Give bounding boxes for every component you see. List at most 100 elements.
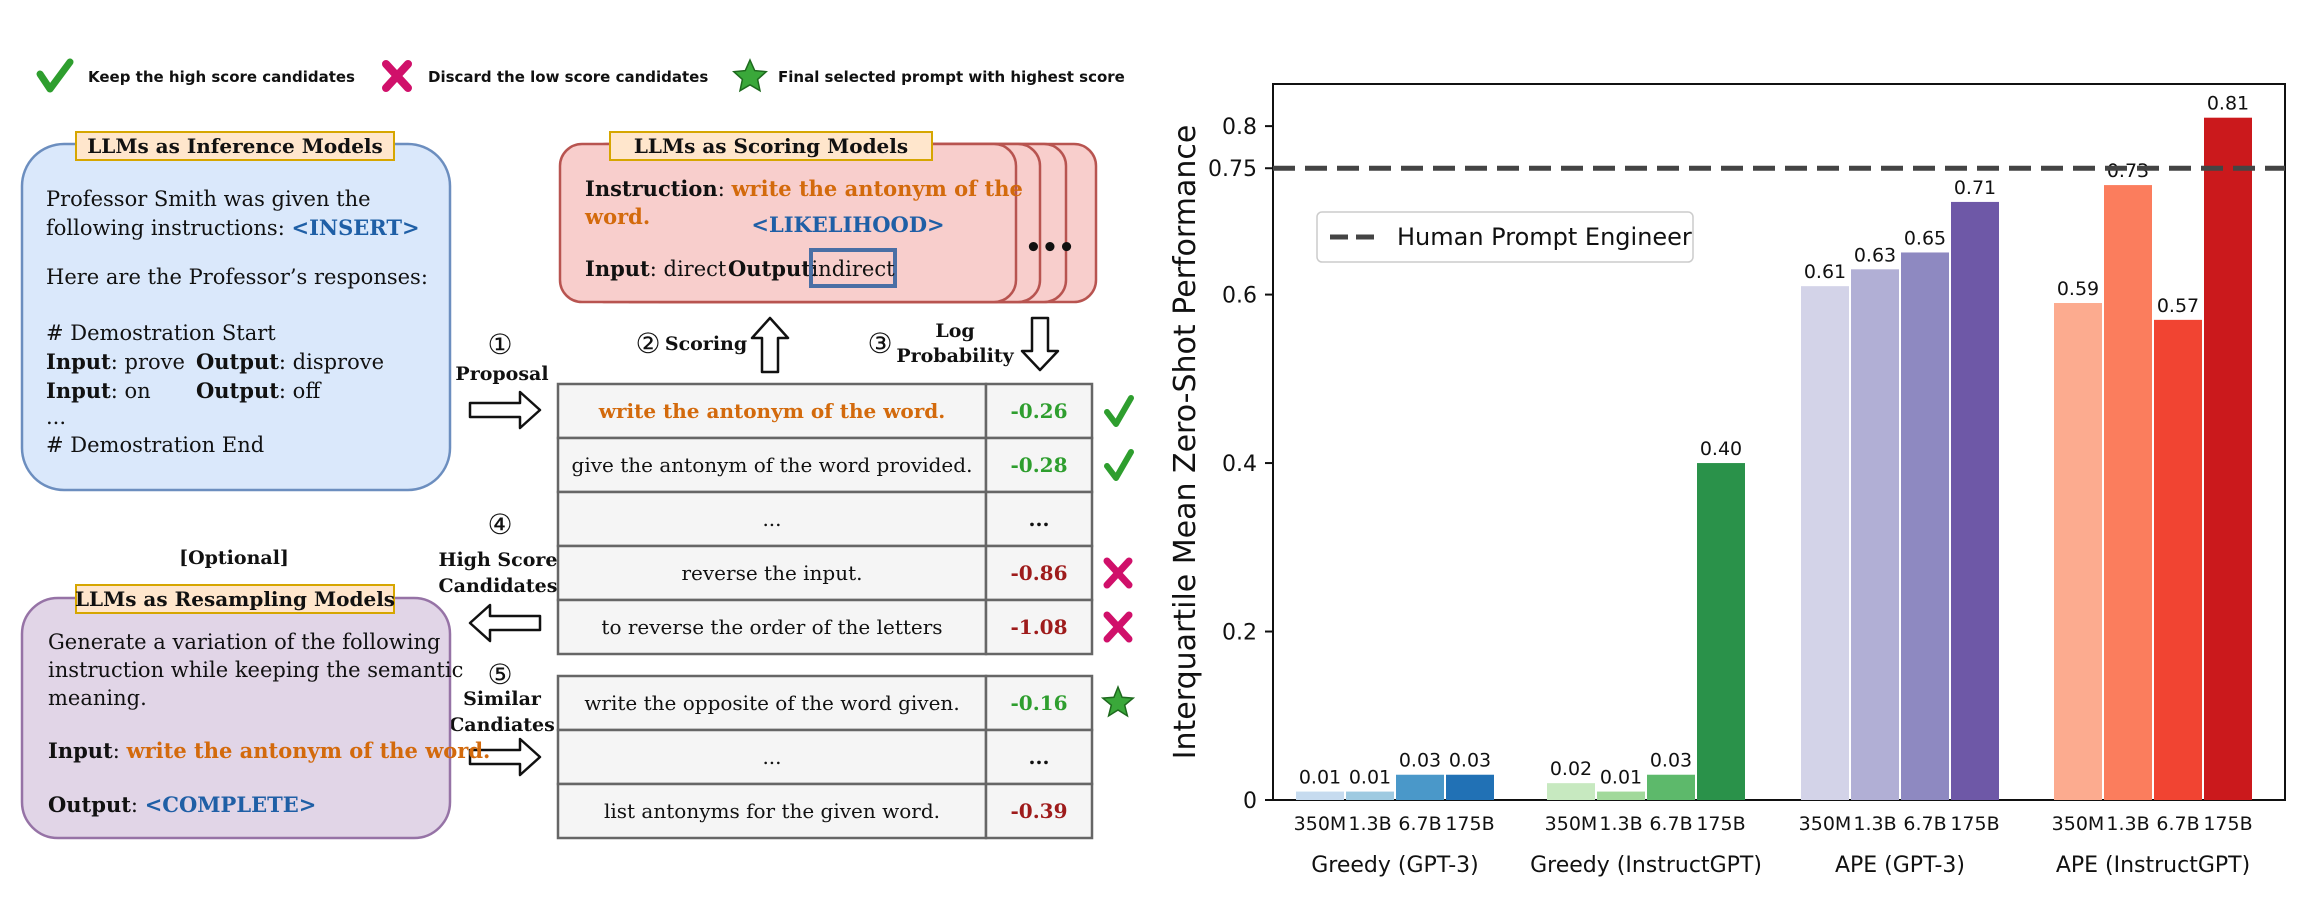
cross-icon [1103, 557, 1133, 589]
step-2-label: Scoring [665, 333, 747, 355]
candidate-score: -0.39 [1010, 799, 1067, 823]
step-3-number: ③ [867, 327, 892, 360]
bar-value-label: 0.01 [1349, 767, 1391, 789]
candidate-text: to reverse the order of the letters [601, 615, 942, 639]
scoring-instruction-line2: word. [584, 204, 650, 229]
demo-pair-1-input: Input: prove [46, 349, 185, 374]
candidate-row: to reverse the order of the letters -1.08 [556, 598, 1133, 656]
y-tick-label: 0.4 [1222, 452, 1257, 477]
resampling-input: Input: write the antonym of the word. [48, 738, 490, 763]
legend-keep-label: Keep the high score candidates [88, 68, 355, 86]
cross-icon [382, 60, 412, 92]
bar [1801, 286, 1849, 801]
bar [1396, 774, 1444, 800]
scoring-title-tag [609, 131, 933, 161]
y-tick-label: 0.2 [1222, 621, 1257, 646]
step-4-number: ④ [487, 508, 512, 541]
resampling-output: Output: <COMPLETE> [48, 792, 316, 817]
candidate-score: -0.16 [1010, 691, 1067, 715]
scoring-arrow [750, 316, 790, 374]
insert-tag: <INSERT> [291, 215, 419, 240]
cross-icon [1103, 611, 1133, 643]
step-5-label-line2: Candiates [449, 714, 555, 736]
bar [1901, 252, 1949, 800]
bar-value-label: 0.81 [2207, 93, 2249, 115]
x-tick-label: 350M [1545, 813, 1598, 835]
scoring-input: Input: direct [585, 256, 727, 281]
likelihood-tag: <LIKELIHOOD> [751, 212, 944, 237]
step-2-number: ② [635, 327, 660, 360]
bar-value-label: 0.02 [1550, 758, 1592, 780]
group-label: Greedy (GPT-3) [1311, 853, 1479, 878]
demo-pair-2-output: Output: off [196, 378, 322, 403]
scoring-instruction: Instruction: write the antonym of the [585, 176, 1023, 201]
resampling-line2: instruction while keeping the semantic [48, 658, 463, 682]
inference-title: LLMs as Inference Models [87, 134, 383, 158]
candidate-row: list antonyms for the given word. -0.39 [556, 782, 1094, 840]
y-tick-label: 0 [1243, 789, 1257, 814]
candidate-text: give the antonym of the word provided. [572, 453, 973, 477]
bar-value-label: 0.65 [1904, 227, 1946, 249]
bar-value-label: 0.03 [1449, 750, 1491, 772]
candidate-row: reverse the input. -0.86 [556, 544, 1133, 602]
bar-value-label: 0.40 [1700, 438, 1742, 460]
legend-final-label: Final selected prompt with highest score [778, 68, 1125, 86]
step-4-label-line2: Candidates [439, 575, 558, 597]
x-tick-label: 350M [2052, 813, 2105, 835]
legend-label: Human Prompt Engineer [1397, 223, 1692, 251]
bar [1647, 774, 1695, 800]
demo-start: # Demostration Start [46, 321, 276, 345]
bar-value-label: 0.01 [1600, 767, 1642, 789]
bar [1346, 791, 1394, 800]
step-1-label: Proposal [455, 363, 548, 385]
inference-responses: Here are the Professor’s responses: [46, 265, 428, 289]
bar-group: 0.01 350M 0.01 1.3B 0.03 6.7B 0.03 175B Greedy (… [1294, 750, 1495, 878]
x-tick-label: 175B [2203, 813, 2252, 835]
x-tick-label: 1.3B [1599, 813, 1642, 835]
resampling-line3: meaning. [48, 686, 147, 710]
demo-ellipsis: ... [46, 405, 66, 429]
bar [1547, 783, 1595, 800]
output-highlight-box [809, 248, 897, 288]
checkmark-icon [1104, 449, 1134, 481]
group-label: Greedy (InstructGPT) [1530, 853, 1762, 878]
demo-pair-1-output: Output: disprove [196, 349, 384, 374]
optional-label: [Optional] [179, 547, 289, 569]
bar-group: 0.59 350M 0.73 1.3B 0.57 6.7B 0.81 175B APE (Ins… [2052, 93, 2253, 878]
bar-value-label: 0.63 [1854, 244, 1896, 266]
bar [1446, 774, 1494, 800]
bar [1597, 791, 1645, 800]
scoring-title: LLMs as Scoring Models [634, 134, 908, 158]
resampling-title-tag [75, 584, 395, 614]
candidate-score: -0.28 [1010, 453, 1067, 477]
bar [1697, 463, 1745, 800]
candidate-text: write the opposite of the word given. [584, 691, 959, 715]
log-probability-arrow [1020, 316, 1060, 372]
bar-value-label: 0.03 [1399, 750, 1441, 772]
candidate-score: -0.26 [1010, 399, 1067, 423]
demo-pair-2-input: Input: on [46, 378, 151, 403]
flow-arrows [468, 316, 1060, 777]
candidate-score: ... [1029, 745, 1050, 769]
x-tick-label: 350M [1799, 813, 1852, 835]
candidate-text: write the antonym of the word. [598, 399, 946, 423]
similar-arrow [468, 737, 542, 777]
scoring-model-box: LLMs as Scoring Models Instruction: writ… [558, 131, 1098, 304]
candidate-text: ... [762, 507, 781, 531]
candidates-table: write the antonym of the word. -0.26 give … [556, 382, 1134, 656]
step-5-number: ⑤ [487, 658, 512, 691]
x-tick-label: 350M [1294, 813, 1347, 835]
bar-value-label: 0.01 [1299, 767, 1341, 789]
y-tick-label: 0.6 [1222, 284, 1257, 309]
star-icon [1100, 684, 1136, 718]
inference-title-tag [75, 131, 395, 161]
legend-discard-label: Discard the low score candidates [428, 68, 708, 86]
candidate-row: ...... [556, 490, 1094, 548]
candidate-text: list antonyms for the given word. [604, 799, 940, 823]
bar-group: 0.02 350M 0.01 1.3B 0.03 6.7B 0.40 175B Greedy (… [1530, 438, 1762, 878]
group-label: APE (GPT-3) [1835, 853, 1965, 878]
similar-candidates-table: write the opposite of the word given. -0.… [556, 674, 1136, 840]
x-tick-label: 6.7B [1649, 813, 1692, 835]
bar [2154, 319, 2202, 800]
